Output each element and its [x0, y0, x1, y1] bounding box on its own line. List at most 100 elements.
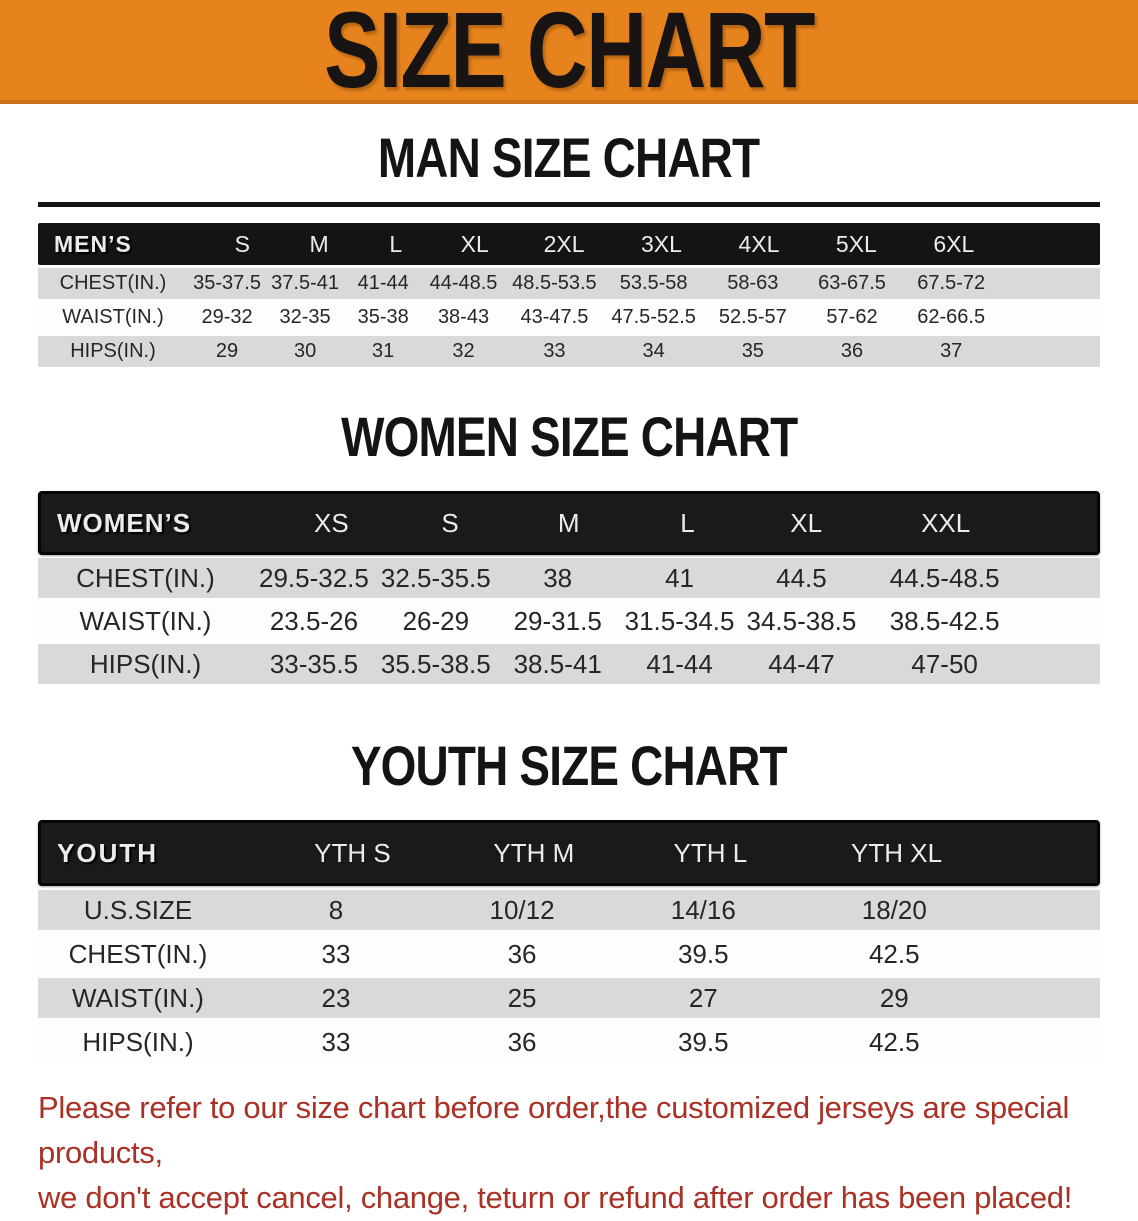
- value-cell: 35.5-38.5: [380, 648, 491, 679]
- value-cell: 34.5-38.5: [746, 605, 857, 636]
- value-cell: 38.5-42.5: [889, 605, 1000, 636]
- value-cell: 39.5: [677, 938, 729, 969]
- banner-title: SIZE CHART: [324, 0, 815, 104]
- value-cell: 62-66.5: [917, 306, 986, 328]
- value-cell: 14/16: [670, 894, 736, 925]
- row-label: U.S.SIZE: [83, 894, 193, 925]
- spacer-cell: [992, 823, 1097, 883]
- column-header: M: [309, 230, 329, 257]
- table-row: WAIST(IN.) 29-32 32-35 35-38 38-43 43-47.5 47.…: [38, 302, 1100, 333]
- value-cell: 23.5-26: [269, 605, 359, 636]
- men-size-table: MEN’S S M L XL 2XL 3XL 4XL 5XL 6XL CHEST(IN.) 35-3…: [38, 223, 1100, 367]
- men-table-header-bar: MEN’S S M L XL 2XL 3XL 4XL 5XL 6XL: [38, 223, 1100, 265]
- row-label: CHEST(IN.): [76, 562, 215, 593]
- column-header: 5XL: [835, 230, 877, 257]
- value-cell: 58-63: [727, 272, 779, 294]
- table-row: HIPS(IN.) 33-35.5 35.5-38.5 38.5-41 41-44 44-…: [38, 644, 1100, 684]
- column-header: 2XL: [543, 230, 585, 257]
- spacer-cell: [1001, 336, 1100, 367]
- men-section-heading: MAN SIZE CHART: [0, 130, 1138, 186]
- value-cell: 57-62: [826, 306, 878, 328]
- men-section: MAN SIZE CHART MEN’S S M L XL 2XL 3XL 4XL 5XL 6XL…: [0, 130, 1138, 367]
- value-cell: 32.5-35.5: [380, 562, 491, 593]
- spacer-cell: [1026, 494, 1097, 552]
- value-cell: 52.5-57: [718, 306, 787, 328]
- value-cell: 47.5-52.5: [611, 306, 696, 328]
- youth-section-heading-text: YOUTH SIZE CHART: [351, 734, 788, 797]
- column-header: L: [680, 507, 695, 538]
- value-cell: 43-47.5: [520, 306, 589, 328]
- value-cell: 31.5-34.5: [624, 605, 735, 636]
- value-cell: 27: [688, 982, 718, 1013]
- value-cell: 53.5-58: [619, 272, 688, 294]
- column-header: L: [389, 230, 403, 257]
- row-label: CHEST(IN.): [59, 272, 167, 294]
- women-section: WOMEN SIZE CHART WOMEN’S XS S M L XL XXL CHEST…: [0, 409, 1138, 684]
- women-size-table: WOMEN’S XS S M L XL XXL CHEST(IN.) 29.5-32.5 32.…: [38, 491, 1100, 684]
- spacer-cell: [992, 978, 1100, 1018]
- value-cell: 29-31.5: [513, 605, 602, 636]
- row-label: HIPS(IN.): [82, 1026, 194, 1057]
- value-cell: 29: [215, 340, 239, 362]
- women-section-heading: WOMEN SIZE CHART: [0, 409, 1138, 465]
- column-header: XS: [314, 507, 349, 538]
- value-cell: 33-35.5: [269, 648, 359, 679]
- table-header-label: WOMEN’S: [57, 507, 192, 538]
- table-row: CHEST(IN.) 29.5-32.5 32.5-35.5 38 41 44.5 44.5…: [38, 558, 1100, 598]
- spacer-cell: [1027, 558, 1100, 598]
- value-cell: 36: [840, 340, 864, 362]
- value-cell: 41: [665, 562, 695, 593]
- row-label: WAIST(IN.): [72, 982, 204, 1013]
- value-cell: 26-29: [402, 605, 470, 636]
- column-header: 4XL: [738, 230, 780, 257]
- table-row: WAIST(IN.) 23.5-26 26-29 29-31.5 31.5-34.5 34…: [38, 601, 1100, 641]
- column-header: 6XL: [933, 230, 975, 257]
- men-table-top-border: [38, 202, 1100, 207]
- value-cell: 37.5-41: [271, 272, 340, 294]
- column-header: S: [234, 230, 251, 257]
- value-cell: 33: [543, 340, 566, 362]
- table-row: HIPS(IN.) 29 30 31 32 33 34 35 36 37: [38, 336, 1100, 367]
- row-label: HIPS(IN.): [70, 340, 156, 362]
- value-cell: 42.5: [868, 1026, 920, 1057]
- value-cell: 36: [507, 1026, 537, 1057]
- value-cell: 35-37.5: [193, 272, 261, 294]
- value-cell: 29-32: [201, 306, 253, 328]
- value-cell: 32-35: [279, 306, 331, 328]
- column-header: 3XL: [641, 230, 682, 257]
- value-cell: 44.5: [776, 562, 827, 593]
- women-section-heading-text: WOMEN SIZE CHART: [340, 405, 798, 468]
- table-row: WAIST(IN.) 23 25 27 29: [38, 978, 1100, 1018]
- youth-table-header-bar: YOUTH YTH S YTH M YTH L YTH XL: [38, 820, 1100, 886]
- size-chart-banner: SIZE CHART: [0, 0, 1138, 104]
- column-header: XL: [790, 507, 823, 538]
- spacer-cell: [992, 934, 1100, 974]
- value-cell: 38.5-41: [513, 648, 602, 679]
- table-row: CHEST(IN.) 33 36 39.5 42.5: [38, 934, 1100, 974]
- order-policy-notice: Please refer to our size chart before or…: [38, 1086, 1100, 1221]
- column-header: XXL: [921, 507, 971, 538]
- column-header: YTH M: [493, 837, 575, 868]
- value-cell: 35: [741, 340, 764, 362]
- table-row: CHEST(IN.) 35-37.5 37.5-41 41-44 44-48.5 48.5…: [38, 268, 1100, 299]
- row-label: WAIST(IN.): [79, 605, 212, 636]
- value-cell: 31: [372, 340, 395, 362]
- value-cell: 42.5: [868, 938, 920, 969]
- value-cell: 10/12: [489, 894, 555, 925]
- spacer-cell: [992, 1022, 1100, 1062]
- value-cell: 44-48.5: [429, 272, 498, 294]
- value-cell: 37: [940, 340, 963, 362]
- column-header: M: [557, 507, 580, 538]
- spacer-cell: [992, 890, 1100, 930]
- value-cell: 38-43: [437, 306, 490, 328]
- value-cell: 63-67.5: [818, 272, 886, 294]
- youth-size-table: YOUTH YTH S YTH M YTH L YTH XL U.S.SIZE 8 10/1…: [38, 820, 1100, 1062]
- men-section-heading-text: MAN SIZE CHART: [378, 126, 760, 189]
- value-cell: 23: [321, 982, 351, 1013]
- table-row: HIPS(IN.) 33 36 39.5 42.5: [38, 1022, 1100, 1062]
- value-cell: 30: [293, 340, 317, 362]
- value-cell: 48.5-53.5: [512, 272, 597, 294]
- spacer-cell: [1027, 644, 1100, 684]
- value-cell: 44.5-48.5: [889, 562, 1000, 593]
- column-header: XL: [460, 230, 489, 257]
